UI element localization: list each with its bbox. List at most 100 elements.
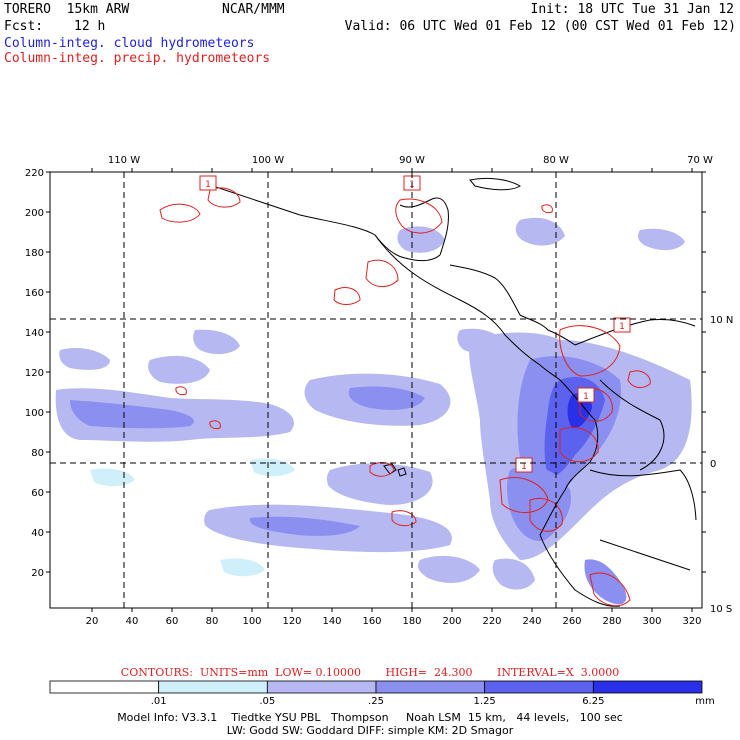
lon-label: 110 W (108, 155, 140, 166)
x-tick-label: 240 (522, 616, 541, 627)
y-tick-label: 200 (25, 208, 44, 219)
cloud-patch-center-north (148, 355, 210, 384)
contour-peru-2 (529, 498, 563, 532)
x-tick-label: 200 (442, 616, 461, 627)
contour-pacific-2 (391, 510, 417, 527)
contour-east-1 (559, 325, 621, 377)
colorbar-unit: mm (695, 696, 715, 707)
colorbar-segment (592, 680, 703, 694)
contour-box-label: 1 (619, 322, 625, 332)
lat-lon-grid (50, 172, 702, 608)
border-peru-brazil (589, 469, 697, 521)
cloud-patch-south-corner (492, 558, 535, 590)
contour-box-frame (199, 175, 217, 191)
contour-isolated-2 (209, 420, 221, 430)
coastline-colombia (539, 379, 599, 536)
contour-box-frame (613, 317, 631, 333)
contour-box-label: 1 (205, 180, 211, 190)
cloud-light-1 (90, 468, 135, 487)
colorbar-level-label: .05 (259, 696, 276, 707)
contour-north-1 (159, 203, 201, 223)
colorbar-segment (49, 680, 160, 694)
lat-label: 10 N (710, 315, 733, 326)
x-tick-label: 100 (242, 616, 261, 627)
center-label: NCAR/MMM (222, 2, 285, 17)
cloud-band-west-inner (70, 400, 194, 429)
x-tick-label: 220 (482, 616, 501, 627)
contour-isolated-1 (175, 386, 187, 396)
colorbar-level-label: .01 (150, 696, 167, 707)
valid-time: Valid: 06 UTC Wed 01 Feb 12 (00 CST Wed … (344, 19, 736, 34)
lon-label: 90 W (399, 155, 425, 166)
contour-box-frame (577, 387, 595, 403)
coastlines (209, 177, 697, 607)
border-peru-bolivia (599, 539, 691, 571)
y-tick-label: 160 (25, 288, 44, 299)
cloud-shading (55, 217, 692, 605)
lon-label: 100 W (252, 155, 284, 166)
colorbar-level-label: .25 (368, 696, 384, 707)
cloud-patch-nw (59, 348, 110, 370)
contour-ecuador-1 (369, 462, 395, 477)
forecast-hour: 12 h (74, 19, 106, 34)
contour-box: 1 (199, 175, 217, 191)
contour-box: 1 (515, 457, 533, 473)
y-tick-label: 180 (25, 248, 44, 259)
coastline-central-america (374, 234, 561, 381)
contour-box: 1 (577, 387, 595, 403)
border-colombia-venezuela (599, 379, 665, 471)
lat-label: 10 S (710, 604, 732, 615)
colorbar-level-label: 6.25 (582, 696, 605, 707)
coastline-venezuela (574, 319, 696, 346)
coastline-peru (539, 534, 621, 607)
model-info-line1: Model Info: V3.3.1 Tiedtke YSU PBL Thomp… (117, 711, 623, 724)
cloud-peru-coast (507, 466, 571, 541)
colorbar-segment (158, 680, 268, 694)
contour-south-1 (589, 572, 631, 607)
x-tick-label: 140 (322, 616, 341, 627)
contour-east-3 (559, 427, 599, 463)
cloud-patch-equator (326, 463, 433, 505)
y-tick-label: 140 (25, 328, 44, 339)
cloud-field-title: Column-integ. cloud hydrometeors (4, 36, 255, 51)
contour-central-am (365, 259, 399, 287)
x-tick-label: 260 (562, 616, 581, 627)
init-time: Init: 18 UTC Tue 31 Jan 12 (530, 2, 735, 17)
cloud-patch-south-inner (249, 516, 360, 536)
contour-east-2 (579, 388, 613, 422)
precip-contours (159, 187, 651, 607)
y-tick-label: 220 (25, 168, 44, 179)
colorbar (49, 680, 703, 694)
y-tick-label: 120 (25, 368, 44, 379)
precip-field-title: Column-integ. precip. hydrometeors (4, 51, 271, 66)
map-frame (49, 171, 703, 609)
y-tick-label: 40 (31, 528, 44, 539)
colorbar-segment (375, 680, 486, 694)
coastline-caribbean (449, 264, 576, 346)
x-tick-label: 180 (402, 616, 421, 627)
cloud-light-2 (250, 458, 295, 477)
y-tick-label: 80 (31, 448, 44, 459)
coastline-mexico (209, 184, 441, 262)
colorbar-level-label: 1.25 (473, 696, 496, 707)
model-title: TORERO 15km ARW (4, 2, 130, 17)
x-tick-label: 40 (126, 616, 139, 627)
lat-label: 0 (710, 459, 716, 470)
x-tick-label: 20 (86, 616, 99, 627)
x-tick-label: 300 (642, 616, 661, 627)
cloud-patch-center-inner (348, 386, 425, 410)
contour-isolated-3 (541, 204, 553, 214)
contour-gulf (395, 198, 443, 234)
contour-box-label: 1 (583, 392, 589, 402)
contour-pacific-1 (333, 287, 361, 305)
cloud-pacific-ne (457, 328, 505, 355)
contour-box-label: 1 (521, 462, 527, 472)
cloud-patch-mid (193, 329, 240, 355)
cloud-light-3 (220, 558, 265, 577)
colorbar-segment (266, 680, 377, 694)
forecast-label: Fcst: (4, 19, 44, 34)
map-axes: 20 40 60 80 100 120 140 160 180 200 220 240 260 280 30… (25, 155, 733, 627)
y-tick-label: 20 (31, 568, 44, 579)
x-tick-label: 320 (682, 616, 701, 627)
cloud-caribbean (515, 217, 565, 246)
